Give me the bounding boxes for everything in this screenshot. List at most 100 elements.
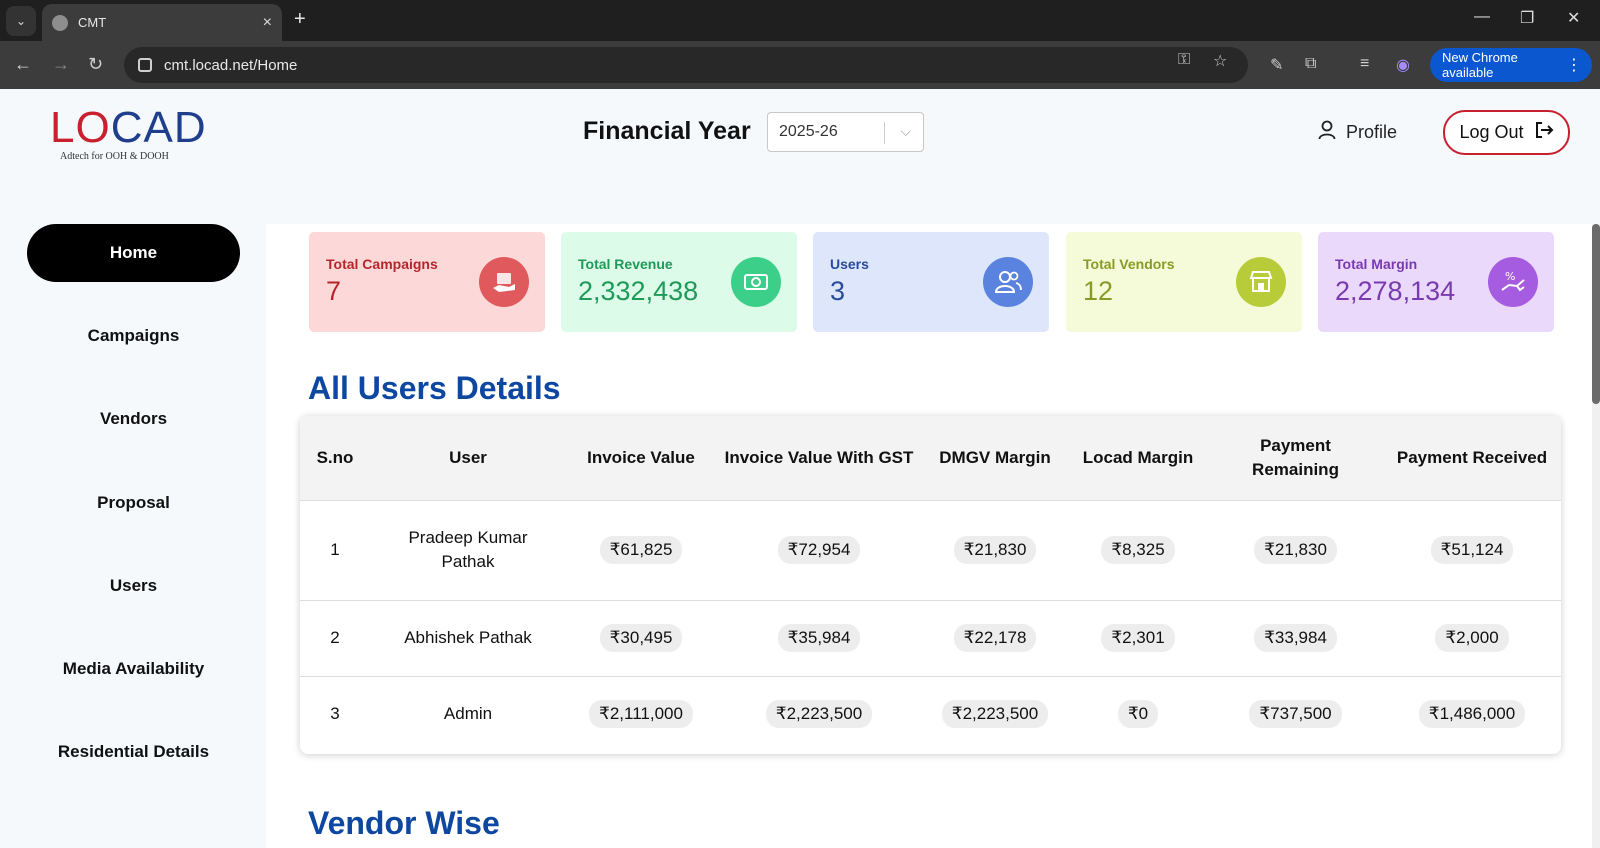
cell-received: ₹2,000 (1383, 600, 1561, 676)
revenue-icon (731, 257, 781, 307)
new-chrome-button[interactable]: New Chrome available ⋮ (1430, 48, 1592, 82)
cell-dmgv: ₹2,223,500 (922, 676, 1068, 752)
column-header: Payment Received (1396, 447, 1548, 467)
site-info-icon[interactable] (138, 58, 152, 72)
svg-text:%: % (1505, 270, 1515, 283)
extension-icon[interactable]: ✎ (1270, 57, 1284, 74)
column-header: Invoice Value With GST (724, 447, 914, 467)
puzzle-icon[interactable]: ⧉ (1305, 55, 1317, 72)
sidebar-item-vendors[interactable]: Vendors (27, 390, 240, 448)
card-users: Users 3 (813, 232, 1049, 332)
cell-invoice-gst: ₹35,984 (716, 600, 922, 676)
chevron-down-icon: ⌄ (15, 14, 27, 28)
cell-locad: ₹2,301 (1068, 600, 1208, 676)
card-total-vendors: Total Vendors 12 (1066, 232, 1302, 332)
value-pill: ₹2,301 (1101, 624, 1175, 652)
tab-search-button[interactable]: ⌄ (6, 6, 36, 36)
table-header-row: S.no User Invoice Value Invoice Value Wi… (300, 416, 1561, 500)
restore-icon[interactable]: ❐ (1520, 10, 1535, 27)
browser-tab-bar: ⌄ CMT × + — ❐ ✕ (0, 0, 1600, 41)
profile-avatar-icon[interactable]: ◉ (1396, 57, 1410, 74)
new-chrome-label: New Chrome available (1442, 50, 1518, 80)
new-tab-button[interactable]: + (294, 8, 306, 30)
cell-invoice: ₹30,495 (566, 600, 716, 676)
value-pill: ₹2,000 (1435, 624, 1509, 652)
sidebar-item-media-availability[interactable]: Media Availability (27, 640, 240, 698)
logout-label: Log Out (1459, 122, 1524, 142)
address-bar[interactable]: cmt.locad.net/Home (124, 47, 1248, 83)
table-row: 3 Admin ₹2,111,000 ₹2,223,500 ₹2,223,500… (300, 676, 1561, 752)
card-label: Total Campaigns (326, 256, 438, 272)
financial-year-label: Financial Year (583, 117, 751, 145)
cell-dmgv: ₹21,830 (922, 500, 1068, 600)
logout-icon (1534, 121, 1554, 144)
back-icon[interactable]: ← (14, 54, 32, 74)
column-header: S.no (316, 447, 354, 467)
column-header: Payment Remaining (1252, 435, 1339, 479)
logo-tagline: Adtech for OOH & DOOH (60, 151, 169, 162)
password-key-icon[interactable]: ⚿ (1178, 51, 1191, 68)
sidebar-item-label: Vendors (99, 409, 168, 428)
store-icon (1236, 257, 1286, 307)
sidebar-item-label: Residential Details (57, 742, 210, 761)
value-pill: ₹33,984 (1254, 624, 1337, 652)
cell-sno: 2 (330, 628, 340, 647)
globe-icon (52, 14, 68, 31)
sidebar (0, 224, 266, 848)
card-value: 12 (1083, 276, 1114, 306)
profile-label: Profile (1346, 122, 1398, 142)
minimize-icon[interactable]: — (1474, 8, 1490, 25)
close-icon[interactable]: × (262, 13, 272, 31)
cell-invoice: ₹2,111,000 (566, 676, 716, 752)
cell-sno: 1 (330, 540, 340, 559)
locad-logo[interactable]: LOCAD Adtech for OOH & DOOH (50, 103, 207, 164)
users-section-title: All Users Details (308, 370, 561, 406)
media-control-icon[interactable]: ≡ (1360, 55, 1370, 72)
sidebar-item-residential-details[interactable]: Residential Details (27, 723, 240, 781)
vendor-section-title: Vendor Wise (308, 805, 500, 841)
cell-locad: ₹0 (1068, 676, 1208, 752)
value-pill: ₹21,830 (953, 536, 1037, 564)
scrollbar-thumb[interactable] (1592, 224, 1600, 404)
cell-remaining: ₹33,984 (1208, 600, 1383, 676)
cell-received: ₹51,124 (1383, 500, 1561, 600)
sidebar-item-users[interactable]: Users (27, 557, 240, 615)
value-pill: ₹61,825 (599, 536, 683, 564)
sidebar-item-home[interactable]: Home (27, 224, 240, 282)
scrollbar-track[interactable] (1592, 224, 1600, 848)
cell-user: Admin (443, 704, 493, 724)
cell-user: Pradeep Kumar Pathak (408, 528, 528, 571)
sidebar-item-label: Users (109, 576, 158, 595)
card-total-revenue: Total Revenue 2,332,438 (561, 232, 797, 332)
kebab-menu-icon[interactable]: ⋮ (1566, 57, 1582, 74)
financial-year-value: 2025-26 (779, 123, 838, 140)
cell-invoice-gst: ₹2,223,500 (716, 676, 922, 752)
value-pill: ₹1,486,000 (1418, 700, 1526, 729)
cell-remaining: ₹737,500 (1208, 676, 1383, 752)
logout-button[interactable]: Log Out (1443, 110, 1570, 155)
cell-sno: 3 (330, 704, 340, 724)
sidebar-item-campaigns[interactable]: Campaigns (27, 307, 240, 365)
browser-tab[interactable]: CMT × (42, 4, 282, 41)
select-separator (884, 122, 885, 144)
cell-user: Abhishek Pathak (404, 628, 532, 647)
column-header: Invoice Value (587, 447, 695, 467)
logo-wordmark: LOCAD (50, 103, 207, 152)
card-total-margin: Total Margin 2,278,134 % (1318, 232, 1554, 332)
reload-icon[interactable]: ↻ (88, 54, 104, 74)
value-pill: ₹72,954 (777, 536, 861, 564)
card-label: Total Margin (1335, 256, 1418, 272)
bookmark-star-icon[interactable]: ☆ (1213, 53, 1228, 70)
sidebar-item-proposal[interactable]: Proposal (27, 474, 240, 532)
cell-invoice-gst: ₹72,954 (716, 500, 922, 600)
window-close-icon[interactable]: ✕ (1567, 10, 1581, 27)
value-pill: ₹2,223,500 (765, 700, 873, 729)
cell-locad: ₹8,325 (1068, 500, 1208, 600)
profile-link[interactable]: Profile (1318, 120, 1397, 145)
financial-year-select[interactable]: 2025-26 ⌵ (767, 112, 924, 152)
forward-icon[interactable]: → (52, 54, 70, 74)
value-pill: ₹22,178 (953, 624, 1037, 652)
table-row: 2 Abhishek Pathak ₹30,495 ₹35,984 ₹22,17… (300, 600, 1561, 676)
user-icon (1318, 120, 1336, 145)
value-pill: ₹21,830 (1254, 536, 1337, 564)
